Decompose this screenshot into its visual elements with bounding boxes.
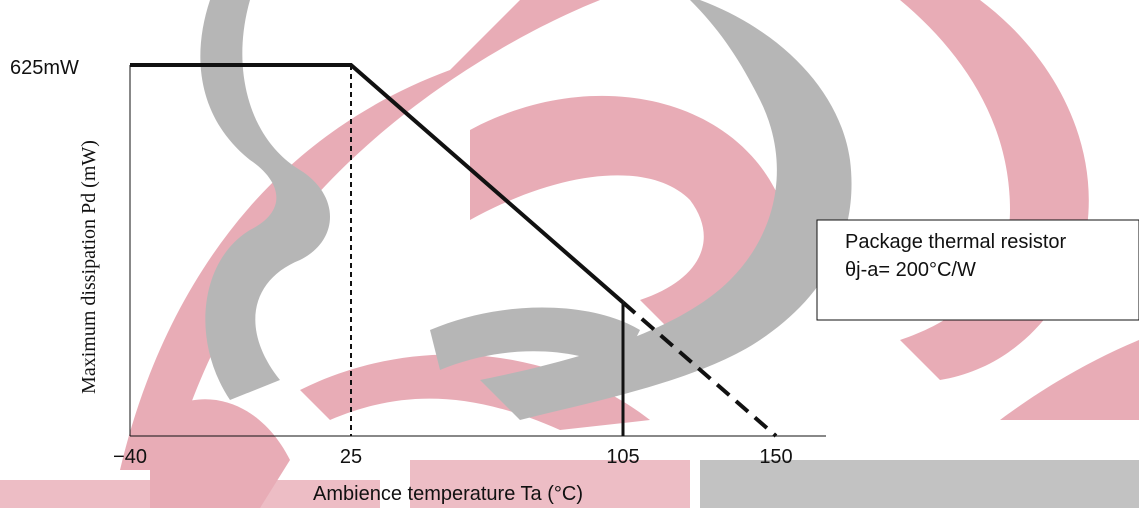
x-tick-label: −40 (113, 446, 147, 468)
x-tick-label: 25 (340, 446, 362, 468)
annotation-line-1: Package thermal resistor (845, 231, 1067, 253)
y-tick-label: 625mW (10, 57, 79, 79)
series-dashed-line (621, 300, 778, 438)
x-tick-label: 150 (759, 446, 792, 468)
annotation-box: Package thermal resistor θj-a= 200°C/W (816, 219, 1139, 321)
x-axis-label: Ambience temperature Ta (°C) (313, 483, 583, 505)
x-tick-label: 105 (606, 446, 639, 468)
series-solid-line (130, 63, 625, 304)
y-axis-label: Maximum dissipation Pd (mW) (78, 140, 100, 394)
annotation-line-2: θj-a= 200°C/W (845, 259, 976, 281)
